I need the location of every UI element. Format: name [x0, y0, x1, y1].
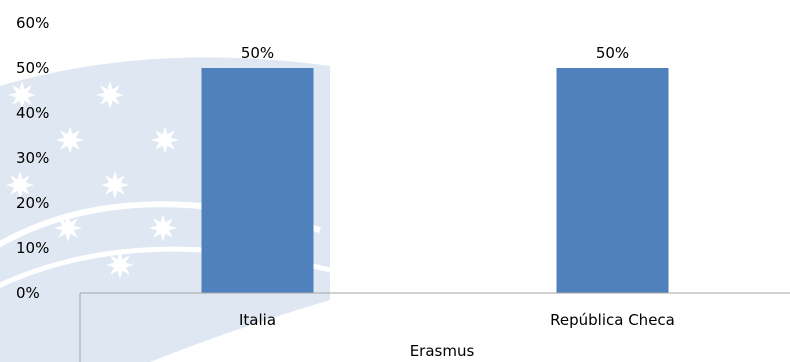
- y-tick-label: 40%: [16, 104, 49, 122]
- y-tick-label: 0%: [16, 284, 40, 302]
- bar-república-checa: [556, 68, 669, 293]
- watermark-star: [149, 214, 177, 242]
- watermark-star: [106, 251, 134, 279]
- x-axis-category-labels: Italia República Checa: [239, 311, 675, 329]
- y-tick-label: 20%: [16, 194, 49, 212]
- y-tick-label: 50%: [16, 59, 49, 77]
- x-axis-title: Erasmus: [410, 342, 475, 360]
- y-tick-label: 10%: [16, 239, 49, 257]
- x-category-label: Italia: [239, 311, 276, 329]
- bar-data-label: 50%: [241, 44, 274, 62]
- y-axis-tick-labels: 0% 10% 20% 30% 40% 50% 60%: [16, 14, 49, 302]
- watermark-star: [6, 171, 34, 199]
- bar-data-label: 50%: [596, 44, 629, 62]
- watermark-star: [96, 81, 124, 109]
- watermark-star: [8, 81, 36, 109]
- bars: [201, 68, 669, 293]
- watermark-star: [56, 126, 84, 154]
- bar-italia: [201, 68, 314, 293]
- watermark-star: [54, 214, 82, 242]
- y-tick-label: 60%: [16, 14, 49, 32]
- y-tick-label: 30%: [16, 149, 49, 167]
- watermark-star: [101, 171, 129, 199]
- watermark-star: [151, 126, 179, 154]
- data-labels: 50% 50%: [241, 44, 629, 62]
- x-category-label: República Checa: [550, 311, 675, 329]
